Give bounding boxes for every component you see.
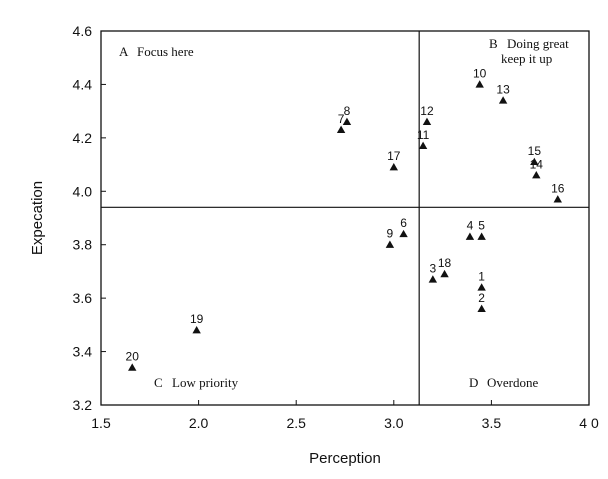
data-label-18: 18 (438, 256, 452, 270)
y-tick-label: 4.2 (73, 130, 93, 146)
y-tick-label: 3.6 (73, 290, 93, 306)
x-tick-label: 2.0 (189, 415, 209, 431)
data-point-20 (128, 363, 137, 371)
data-label-3: 3 (429, 261, 436, 275)
quadrant-d-letter: D (469, 375, 478, 390)
data-point-6 (399, 229, 408, 238)
data-point-14 (532, 171, 541, 179)
y-tick-label: 4.0 (73, 183, 93, 199)
data-label-7: 7 (338, 112, 345, 126)
quadrant-b-label: Doing great (507, 36, 569, 51)
data-point-5 (477, 232, 486, 240)
data-label-20: 20 (126, 350, 140, 364)
x-tick-label: 4 0 (579, 415, 599, 431)
x-axis-title: Perception (309, 450, 381, 467)
x-axis-ticks: 1.5 2.0 2.5 3.0 3.5 4 0 (91, 400, 599, 431)
x-tick-label: 2.5 (286, 415, 306, 431)
data-label-16: 16 (551, 181, 565, 195)
data-point-7 (336, 125, 346, 133)
data-point-17 (389, 163, 398, 171)
data-point-11 (418, 141, 428, 150)
y-tick-label: 4.4 (73, 76, 93, 92)
y-tick-label: 4.6 (73, 23, 93, 39)
data-point-18 (440, 269, 449, 278)
data-point-2 (477, 304, 486, 312)
quadrant-a-letter: A (119, 44, 129, 59)
data-label-13: 13 (496, 82, 510, 96)
data-point-4 (465, 232, 475, 240)
data-label-12: 12 (420, 104, 434, 118)
data-point-1 (477, 283, 486, 291)
plot-frame (100, 30, 590, 406)
data-label-19: 19 (190, 312, 204, 326)
quadrant-b-label-line2: keep it up (501, 51, 552, 66)
data-label-5: 5 (478, 219, 485, 233)
data-points: 1234567891011121314151617181920 (126, 66, 565, 371)
data-point-10 (475, 80, 484, 88)
x-tick-label: 3.0 (384, 415, 404, 431)
data-label-15: 15 (528, 144, 542, 158)
quadrant-a-label: Focus here (137, 44, 194, 59)
y-tick-label: 3.8 (73, 237, 93, 253)
data-label-2: 2 (478, 291, 485, 305)
data-label-17: 17 (387, 149, 401, 163)
quadrant-b-letter: B (489, 36, 498, 51)
data-point-3 (428, 275, 438, 283)
data-label-10: 10 (473, 66, 487, 80)
data-label-8: 8 (344, 104, 351, 118)
data-point-19 (192, 326, 201, 334)
y-axis-ticks: 3.2 3.4 3.6 3.8 4.0 4.2 4.4 4.6 (73, 23, 106, 413)
y-axis-title: Expecation (29, 181, 46, 255)
data-point-12 (422, 117, 432, 125)
data-point-13 (498, 96, 508, 104)
quadrant-c-label: Low priority (172, 375, 239, 390)
x-tick-label: 1.5 (91, 415, 111, 431)
quadrant-d-label: Overdone (487, 375, 538, 390)
data-point-9 (385, 240, 395, 248)
data-label-6: 6 (400, 216, 407, 230)
data-label-9: 9 (387, 227, 394, 241)
data-point-8 (342, 117, 352, 125)
quadrant-c-letter: C (154, 375, 163, 390)
y-tick-label: 3.2 (73, 397, 93, 413)
y-tick-label: 3.4 (73, 344, 93, 360)
x-tick-label: 3.5 (482, 415, 502, 431)
data-label-4: 4 (467, 219, 474, 233)
data-label-11: 11 (417, 128, 430, 142)
data-point-16 (553, 195, 562, 203)
data-label-1: 1 (478, 269, 485, 283)
data-point-15 (530, 157, 539, 166)
